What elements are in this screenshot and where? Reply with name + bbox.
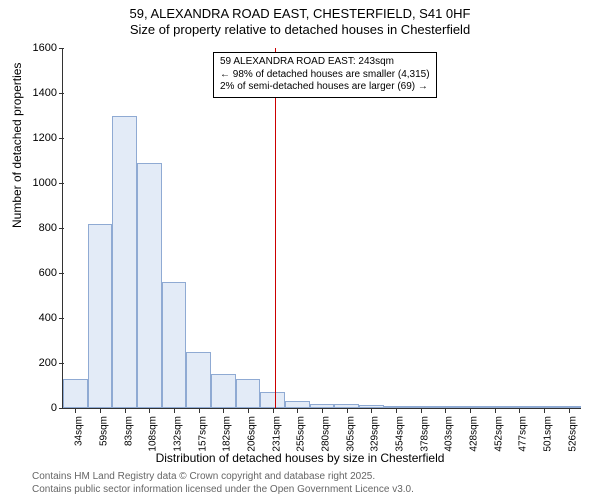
x-tick-mark [322,408,323,413]
x-tick-mark [495,408,496,413]
x-tick-label: 280sqm [319,416,332,452]
x-tick-label: 403sqm [442,416,455,452]
x-tick-label: 59sqm [97,416,110,446]
x-tick-label: 305sqm [343,416,356,452]
y-tick: 200 [39,357,63,369]
credits-line-2: Contains public sector information licen… [32,484,414,497]
marker-line [275,48,276,408]
histogram-bar [88,224,113,409]
x-tick-mark [149,408,150,413]
x-tick-label: 157sqm [195,416,208,452]
x-tick-mark [445,408,446,413]
x-tick-mark [273,408,274,413]
x-tick-mark [75,408,76,413]
x-tick-label: 108sqm [146,416,159,452]
credits: Contains HM Land Registry data © Crown c… [32,471,414,496]
marker-annotation: 59 ALEXANDRA ROAD EAST: 243sqm ← 98% of … [213,52,437,98]
annotation-line-1: 59 ALEXANDRA ROAD EAST: 243sqm [220,56,430,69]
x-tick-label: 255sqm [294,416,307,452]
x-tick-mark [421,408,422,413]
y-tick: 1400 [33,87,63,99]
annotation-line-3: 2% of semi-detached houses are larger (6… [220,81,430,94]
x-tick-mark [125,408,126,413]
x-tick-label: 83sqm [121,416,134,446]
plot-area: 0200400600800100012001400160034sqm59sqm8… [62,48,581,409]
x-tick-mark [396,408,397,413]
x-tick-mark [347,408,348,413]
x-tick-mark [470,408,471,413]
histogram-bar [211,374,236,408]
x-tick-mark [199,408,200,413]
annotation-line-2: ← 98% of detached houses are smaller (4,… [220,69,430,82]
y-tick: 800 [39,222,63,234]
x-tick-mark [174,408,175,413]
title-block: 59, ALEXANDRA ROAD EAST, CHESTERFIELD, S… [0,0,600,39]
y-tick: 600 [39,267,63,279]
histogram-bar [137,163,162,408]
x-tick-mark [371,408,372,413]
x-tick-label: 231sqm [269,416,282,452]
histogram-bar [112,116,137,409]
x-tick-mark [100,408,101,413]
x-tick-label: 182sqm [220,416,233,452]
x-tick-mark [248,408,249,413]
x-tick-mark [519,408,520,413]
y-tick: 1600 [33,42,63,54]
x-tick-label: 452sqm [491,416,504,452]
title-line-1: 59, ALEXANDRA ROAD EAST, CHESTERFIELD, S… [0,6,600,22]
histogram-bar [162,282,187,408]
x-tick-mark [544,408,545,413]
histogram-bar [285,401,310,408]
y-tick: 400 [39,312,63,324]
y-axis-label: Number of detached properties [10,63,24,228]
y-tick: 1200 [33,132,63,144]
x-tick-label: 428sqm [467,416,480,452]
x-tick-label: 329sqm [368,416,381,452]
histogram-bar [236,379,261,408]
credits-line-1: Contains HM Land Registry data © Crown c… [32,471,414,484]
x-axis-label: Distribution of detached houses by size … [0,451,600,465]
x-tick-label: 378sqm [417,416,430,452]
x-tick-label: 132sqm [171,416,184,452]
x-tick-label: 477sqm [516,416,529,452]
y-tick: 1000 [33,177,63,189]
x-tick-label: 354sqm [393,416,406,452]
title-line-2: Size of property relative to detached ho… [0,22,600,38]
x-tick-label: 501sqm [541,416,554,452]
x-tick-mark [223,408,224,413]
chart-container: 59, ALEXANDRA ROAD EAST, CHESTERFIELD, S… [0,0,600,500]
x-tick-mark [297,408,298,413]
histogram-bar [63,379,88,408]
x-tick-label: 34sqm [72,416,85,446]
x-tick-label: 206sqm [245,416,258,452]
histogram-bar [260,392,285,408]
x-tick-label: 526sqm [565,416,578,452]
histogram-bar [186,352,211,408]
x-tick-mark [569,408,570,413]
y-tick: 0 [51,402,63,414]
